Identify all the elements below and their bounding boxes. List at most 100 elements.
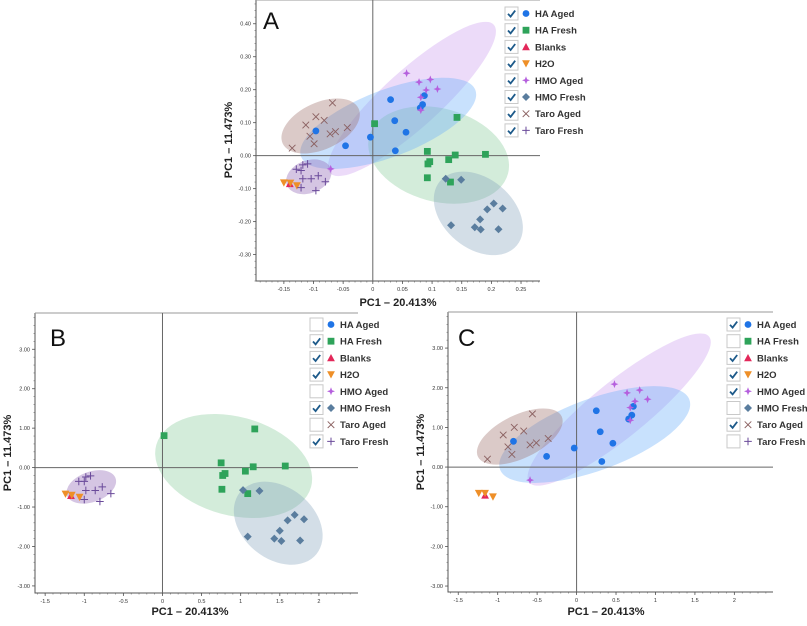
point-taro-aged [310, 140, 318, 148]
x-tick-label: -0.05 [337, 287, 350, 293]
x-tick-label: -1 [495, 598, 500, 604]
point-taro-aged [302, 121, 310, 129]
legend-checkbox[interactable] [309, 384, 324, 399]
legend-marker-star4-icon [522, 76, 530, 85]
legend-item-taro-fresh[interactable]: Taro Fresh [309, 434, 389, 449]
legend-label: Blanks [535, 42, 566, 53]
point-taro-fresh [98, 483, 107, 491]
legend-checkbox[interactable] [504, 90, 519, 104]
legend-checkbox[interactable] [309, 367, 324, 382]
legend-item-ha-fresh[interactable]: HA Fresh [309, 334, 382, 349]
y-tick-label: -2.00 [17, 544, 30, 550]
legend-item-taro-fresh[interactable]: Taro Fresh [726, 434, 806, 449]
legend-item-taro-aged[interactable]: Taro Aged [726, 417, 803, 432]
point-taro-aged [288, 144, 296, 152]
legend-item-ha-aged[interactable]: HA Aged [309, 317, 380, 332]
legend-item-h2o[interactable]: H2O [309, 367, 360, 382]
legend-item-hmo-aged[interactable]: HMO Aged [726, 384, 805, 399]
legend-checkbox[interactable] [726, 401, 741, 415]
y-tick-label: -1.00 [430, 505, 443, 511]
plot-frame [34, 313, 358, 594]
point-hmo-aged [416, 93, 425, 102]
legend-marker-triangle-down-icon [744, 371, 752, 379]
point-ha-fresh [371, 120, 378, 128]
confidence-ellipse-hmo-fresh [433, 171, 523, 256]
legend-checkbox[interactable] [726, 350, 741, 365]
legend-item-blanks[interactable]: Blanks [504, 39, 566, 54]
legend-checkbox[interactable] [309, 417, 324, 432]
x-tick-label: -0.1 [309, 287, 318, 293]
legend-checkbox[interactable] [309, 434, 324, 449]
legend-checkbox[interactable] [309, 350, 324, 365]
legend-checkbox[interactable] [726, 317, 741, 332]
legend-item-taro-aged[interactable]: Taro Aged [504, 106, 581, 121]
legend-item-hmo-fresh[interactable]: HMO Fresh [504, 90, 586, 104]
legend-checkbox[interactable] [504, 106, 519, 121]
point-h2o [293, 182, 301, 190]
legend-item-taro-aged[interactable]: Taro Aged [309, 417, 386, 432]
legend-checkbox[interactable] [504, 39, 519, 54]
point-h2o [286, 179, 295, 187]
legend-checkbox[interactable] [504, 123, 519, 138]
checkmark-icon [312, 437, 321, 446]
legend-label: HMO Aged [340, 387, 388, 398]
panel-letter: B [50, 325, 66, 352]
checkmark-icon [507, 60, 516, 69]
checkmark-icon [312, 404, 321, 413]
x-tick-label: 1.5 [276, 599, 284, 605]
legend-checkbox[interactable] [504, 56, 519, 71]
y-tick-label: 0.10 [240, 121, 251, 127]
point-ha-fresh [218, 485, 226, 493]
legend-checkbox[interactable] [309, 317, 324, 332]
point-ha-aged [596, 428, 604, 436]
x-tick-label: 0.05 [397, 287, 408, 293]
legend-item-blanks[interactable]: Blanks [726, 350, 788, 365]
legend-item-ha-aged[interactable]: HA Aged [504, 6, 575, 21]
legend-checkbox[interactable] [726, 417, 741, 432]
legend-checkbox[interactable] [309, 334, 324, 349]
plot-frame [447, 312, 773, 593]
point-ha-aged [391, 117, 399, 125]
legend-marker-triangle-up-icon [327, 354, 335, 362]
y-tick-label: -3.00 [430, 584, 443, 590]
x-tick-label: -1.5 [40, 599, 49, 605]
legend-checkbox[interactable] [726, 334, 741, 349]
legend-checkbox[interactable] [504, 73, 519, 88]
legend-checkbox[interactable] [504, 23, 519, 38]
legend-checkbox[interactable] [726, 367, 741, 382]
legend-label: H2O [757, 370, 777, 381]
legend-item-ha-fresh[interactable]: HA Fresh [726, 334, 799, 349]
legend-checkbox[interactable] [504, 6, 519, 21]
legend-item-h2o[interactable]: H2O [504, 56, 555, 71]
point-ha-aged [543, 452, 551, 460]
legend-checkbox[interactable] [726, 434, 741, 449]
point-ha-fresh [447, 178, 454, 186]
legend-marker-x-icon [522, 110, 530, 118]
legend-item-ha-aged[interactable]: HA Aged [726, 317, 797, 332]
point-ha-aged [419, 101, 427, 108]
legend-marker-circle-icon [522, 10, 530, 17]
legend-item-hmo-aged[interactable]: HMO Aged [309, 384, 388, 399]
legend-item-h2o[interactable]: H2O [726, 367, 777, 382]
point-hmo-fresh [296, 536, 305, 545]
legend-checkbox[interactable] [726, 384, 741, 399]
legend-item-hmo-aged[interactable]: HMO Aged [504, 73, 583, 88]
legend-item-blanks[interactable]: Blanks [309, 350, 371, 365]
y-tick-label: -3.00 [17, 584, 30, 590]
legend-item-hmo-fresh[interactable]: HMO Fresh [309, 401, 391, 415]
point-hmo-aged [623, 388, 632, 397]
legend-item-hmo-fresh[interactable]: HMO Fresh [726, 401, 807, 415]
legend-item-taro-fresh[interactable]: Taro Fresh [504, 123, 584, 138]
point-taro-aged [320, 116, 328, 124]
legend-marker-square-icon [744, 337, 752, 345]
checkmark-icon [507, 93, 516, 102]
point-hmo-aged [626, 416, 635, 425]
confidence-ellipse-ha-fresh [155, 414, 313, 519]
x-tick-label: 1 [239, 599, 242, 605]
y-tick-label: -2.00 [430, 544, 443, 550]
point-taro-fresh [321, 177, 330, 186]
legend-item-ha-fresh[interactable]: HA Fresh [504, 23, 577, 38]
point-hmo-fresh [489, 199, 498, 208]
panel-b: -1.5 -1 -0.5 0 0.5 1 1.5 2 -3.00 -2.00 -1.00 0.00 1.… [2, 312, 399, 618]
legend-checkbox[interactable] [309, 401, 324, 415]
